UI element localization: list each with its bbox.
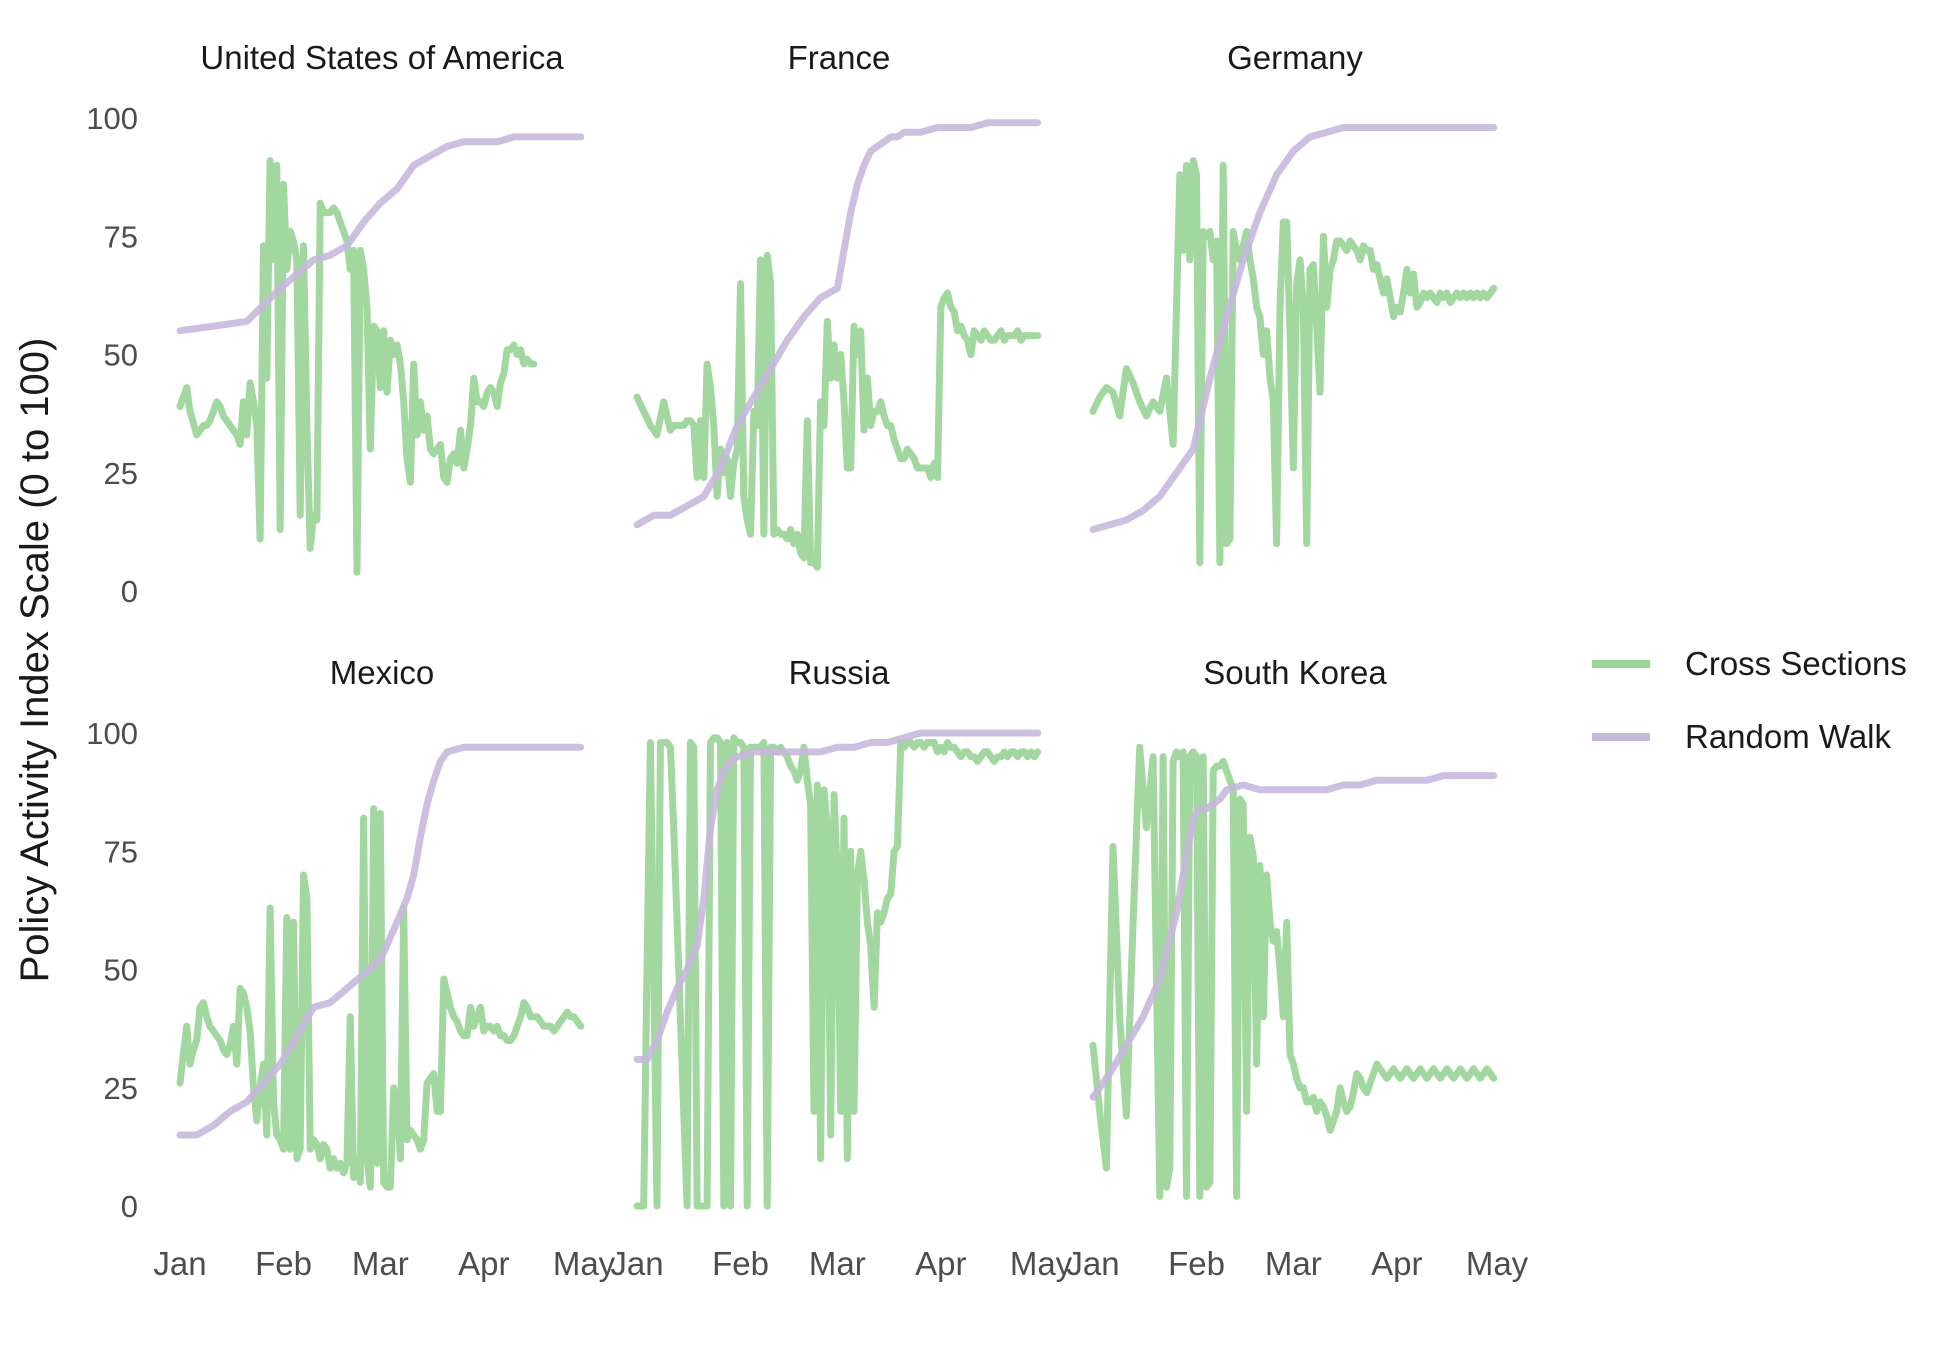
panel-title: United States of America <box>200 39 564 76</box>
series-line-cross-sections <box>633 734 1042 1210</box>
y-tick-label: 25 <box>104 456 138 491</box>
y-tick-label: 0 <box>121 574 138 609</box>
series-line-cross-sections <box>176 805 585 1191</box>
y-tick-label: 50 <box>104 953 138 988</box>
x-tick-label: Feb <box>255 1245 312 1282</box>
panel-title: South Korea <box>1203 654 1387 691</box>
y-tick-label: 0 <box>121 1189 138 1224</box>
series-line-random-walk <box>1089 124 1498 533</box>
facet-panel: United States of America 0 25 50 75 100 <box>86 39 585 609</box>
facet-panel: Germany <box>1089 39 1498 567</box>
x-tick-label: Apr <box>458 1245 509 1282</box>
y-tick-label: 75 <box>104 834 138 869</box>
x-tick-label: Mar <box>1265 1245 1322 1282</box>
y-tick-label: 100 <box>86 101 138 136</box>
y-tick-label: 25 <box>104 1071 138 1106</box>
x-tick-label: May <box>1010 1245 1073 1282</box>
x-tick-label: Mar <box>809 1245 866 1282</box>
x-tick-label: Apr <box>915 1245 966 1282</box>
panel-title: Germany <box>1227 39 1363 76</box>
panel-title: Russia <box>789 654 891 691</box>
facet-panel: South Korea Jan Feb Mar Apr May <box>1066 654 1528 1282</box>
series-line-cross-sections <box>1089 743 1498 1200</box>
series-line-random-walk <box>176 743 585 1139</box>
x-tick-label: Feb <box>712 1245 769 1282</box>
y-tick-label: 100 <box>86 716 138 751</box>
y-axis-label: Policy Activity Index Scale (0 to 100) <box>13 338 57 983</box>
y-tick-label: 75 <box>104 219 138 254</box>
x-tick-label: Apr <box>1371 1245 1422 1282</box>
y-tick-label: 50 <box>104 338 138 373</box>
series-line-cross-sections <box>633 251 1042 571</box>
legend-label: Cross Sections <box>1685 645 1907 682</box>
series-line-random-walk <box>1089 772 1498 1101</box>
facet-panel: Russia Jan Feb Mar Apr May <box>610 654 1072 1282</box>
x-tick-label: Jan <box>610 1245 663 1282</box>
legend-label: Random Walk <box>1685 718 1892 755</box>
legend: Cross Sections Random Walk <box>1592 645 1907 755</box>
panel-title: France <box>788 39 891 76</box>
x-tick-label: Feb <box>1168 1245 1225 1282</box>
facet-panel: France <box>633 39 1042 571</box>
x-tick-label: May <box>1466 1245 1529 1282</box>
series-line-random-walk <box>633 119 1042 529</box>
panel-title: Mexico <box>330 654 435 691</box>
series-line-random-walk <box>633 729 1042 1063</box>
x-tick-label: Jan <box>1066 1245 1119 1282</box>
x-tick-label: Jan <box>153 1245 206 1282</box>
x-tick-label: Mar <box>352 1245 409 1282</box>
facet-panel: Mexico 0 25 50 75 100 Jan Feb Mar Apr May <box>86 654 615 1282</box>
series-line-cross-sections <box>176 157 538 576</box>
x-tick-label: May <box>553 1245 616 1282</box>
series-line-cross-sections <box>1089 157 1498 567</box>
facet-panels: United States of America 0 25 50 75 100 France… <box>86 39 1528 1282</box>
series-line-random-walk <box>176 133 585 335</box>
